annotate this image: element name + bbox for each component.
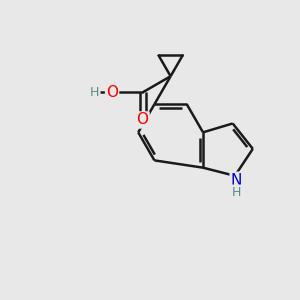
Text: H: H [90, 86, 99, 99]
Text: N: N [231, 173, 242, 188]
Text: O: O [136, 112, 148, 128]
Text: O: O [106, 85, 118, 100]
Text: H: H [232, 185, 241, 199]
